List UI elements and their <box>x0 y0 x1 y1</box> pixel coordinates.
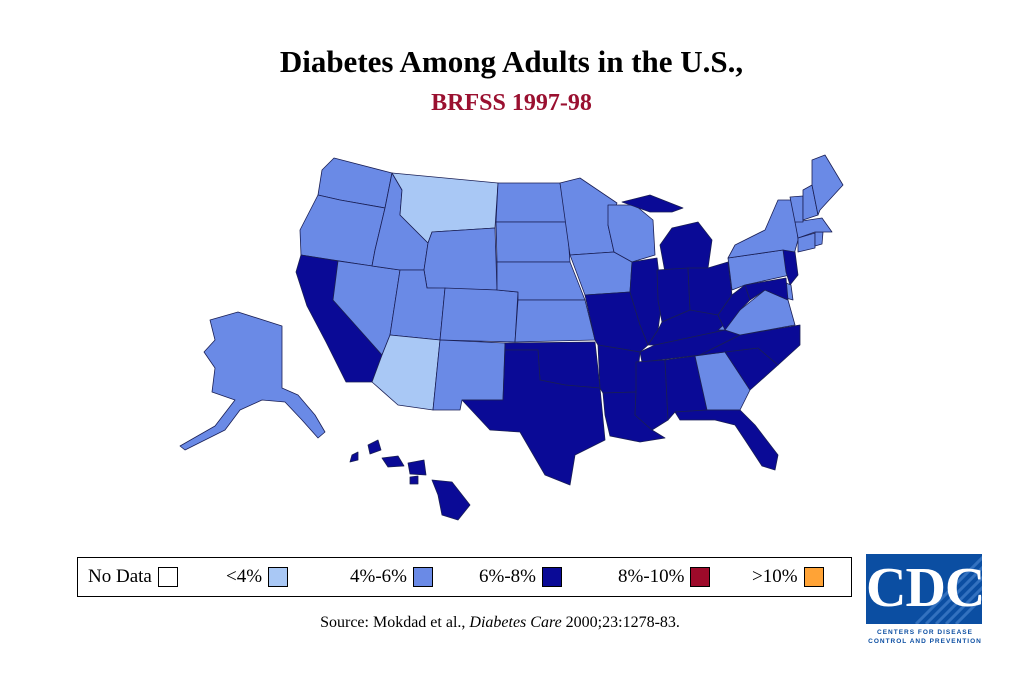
legend-item-no-data: No Data <box>88 558 178 596</box>
state-NM[interactable] <box>432 339 506 411</box>
legend-label: No Data <box>88 566 152 587</box>
legend-item-8-10: 8%-10% <box>618 558 711 596</box>
legend: No Data <4% 4%-6% 6%-8% 8%-10% >10% <box>77 557 852 597</box>
legend-label: >10% <box>752 566 798 587</box>
logo-stripes <box>914 555 982 624</box>
legend-label: <4% <box>226 566 263 587</box>
state-MI[interactable] <box>621 194 684 213</box>
legend-label: 6%-8% <box>479 566 536 587</box>
legend-item-4-6: 4%-6% <box>350 558 433 596</box>
state-MA[interactable] <box>794 217 833 239</box>
state-HI-maui[interactable] <box>407 459 427 476</box>
logo-text: CDC <box>866 557 982 619</box>
state-HI-kauai[interactable] <box>349 451 359 463</box>
legend-item-lt4: <4% <box>226 558 289 596</box>
state-TX[interactable] <box>461 349 606 486</box>
legend-item-gt10: >10% <box>752 558 824 596</box>
state-WY[interactable] <box>423 227 498 291</box>
logo-box: CDC <box>866 554 982 624</box>
state-MD[interactable] <box>744 277 789 301</box>
logo-line-1: CENTERS FOR DISEASE <box>877 629 973 636</box>
state-AR[interactable] <box>597 344 641 394</box>
legend-swatch <box>268 567 289 587</box>
state-ND[interactable] <box>495 182 568 223</box>
state-CO[interactable] <box>439 287 519 343</box>
state-AK[interactable] <box>179 311 326 451</box>
state-CT[interactable] <box>797 232 816 253</box>
legend-swatch <box>803 567 824 587</box>
state-ME[interactable] <box>811 154 844 216</box>
source-journal: Diabetes Care <box>469 614 562 631</box>
state-RI[interactable] <box>814 231 824 247</box>
legend-swatch <box>541 567 562 587</box>
legend-label: 4%-6% <box>350 566 407 587</box>
state-SD[interactable] <box>495 221 571 263</box>
state-MI-lower[interactable] <box>659 221 713 273</box>
source-suffix: 2000;23:1278-83. <box>561 614 680 631</box>
logo-subtitle: CENTERS FOR DISEASE CONTROL AND PREVENTI… <box>866 628 984 646</box>
cdc-logo: CDC CENTERS FOR DISEASE CONTROL AND PREV… <box>866 554 984 646</box>
map-subtitle: BRFSS 1997-98 <box>431 90 592 116</box>
state-NJ[interactable] <box>782 249 799 286</box>
state-NY[interactable] <box>727 199 799 259</box>
state-HI-big[interactable] <box>431 479 471 521</box>
state-FL[interactable] <box>674 409 779 471</box>
state-VT[interactable] <box>789 195 804 223</box>
state-HI-oahu[interactable] <box>367 439 382 455</box>
state-VA[interactable] <box>717 289 796 336</box>
legend-swatch <box>690 567 711 587</box>
source-prefix: Source: Mokdad et al., <box>320 614 470 631</box>
state-OR[interactable] <box>299 194 386 267</box>
legend-swatch <box>157 567 178 587</box>
legend-swatch <box>412 567 433 587</box>
state-HI-molokai[interactable] <box>381 455 405 468</box>
state-HI-lanai[interactable] <box>409 475 419 485</box>
legend-label: 8%-10% <box>618 566 685 587</box>
state-KS[interactable] <box>514 299 596 343</box>
logo-line-2: CONTROL AND PREVENTION <box>868 638 982 645</box>
source-citation: Source: Mokdad et al., Diabetes Care 200… <box>0 614 1000 632</box>
state-MS[interactable] <box>634 359 669 431</box>
legend-item-6-8: 6%-8% <box>479 558 562 596</box>
map-title: Diabetes Among Adults in the U.S., <box>279 44 744 79</box>
